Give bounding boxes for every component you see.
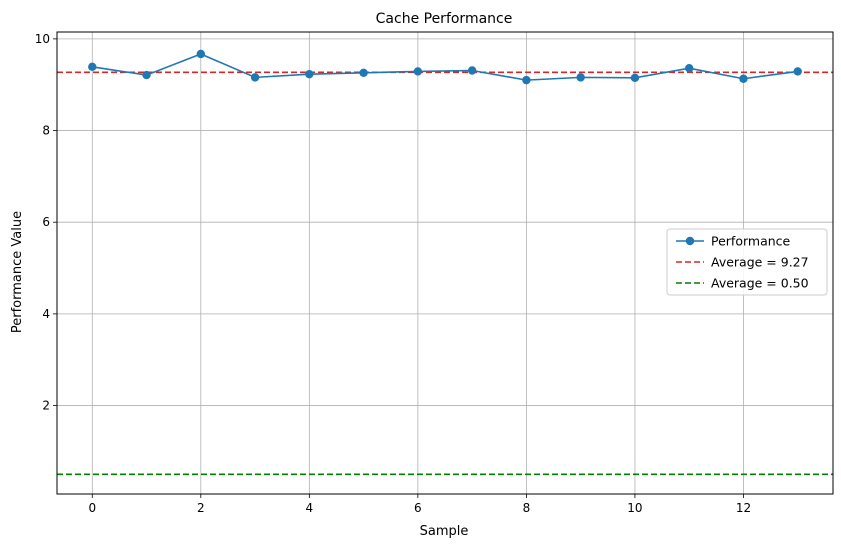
y-tick-label: 2 [42,399,50,413]
performance-point [142,70,151,80]
legend-label: Performance [711,234,791,249]
x-tick-label: 10 [627,501,642,515]
performance-point [359,68,368,77]
y-tick-label: 4 [42,307,50,321]
reference-lines [57,71,833,476]
x-tick-label: 0 [88,501,96,515]
legend-label: Average = 9.27 [711,255,809,270]
performance-point [467,66,477,75]
performance-point [250,73,260,82]
series-layer [88,49,802,85]
legend-marker [685,236,695,246]
performance-point [576,73,585,82]
performance-point [793,67,802,76]
performance-point [88,62,97,72]
performance-point [413,67,423,76]
x-tick-label: 2 [197,501,205,515]
legend-box [666,228,828,296]
y-axis-label: Performance Value [10,211,25,333]
performance-point [739,74,748,83]
performance-point [196,49,206,59]
performance-point [305,69,314,79]
y-tick-label: 8 [42,124,50,138]
plot-frame [56,31,834,495]
y-tick-label: 6 [42,215,50,229]
chart-title: Cache Performance [376,11,513,27]
x-axis-label: Sample [420,524,469,539]
x-tick-label: 12 [736,501,751,515]
x-tick-label: 8 [523,501,531,515]
performance-line [92,53,798,81]
legend: Performance Average = 9.27 Average = 0.50 [666,228,828,296]
performance-point [630,73,640,83]
x-tick-label: 4 [306,501,314,515]
grid-layer [57,32,833,494]
y-tick-label: 10 [35,32,50,46]
x-tick-label: 6 [414,501,422,515]
axis-layer: 0 2 4 6 8 10 12 2 4 6 8 10 [35,32,751,515]
performance-point [522,75,531,85]
legend-label: Average = 0.50 [711,276,809,291]
performance-point [684,64,694,73]
